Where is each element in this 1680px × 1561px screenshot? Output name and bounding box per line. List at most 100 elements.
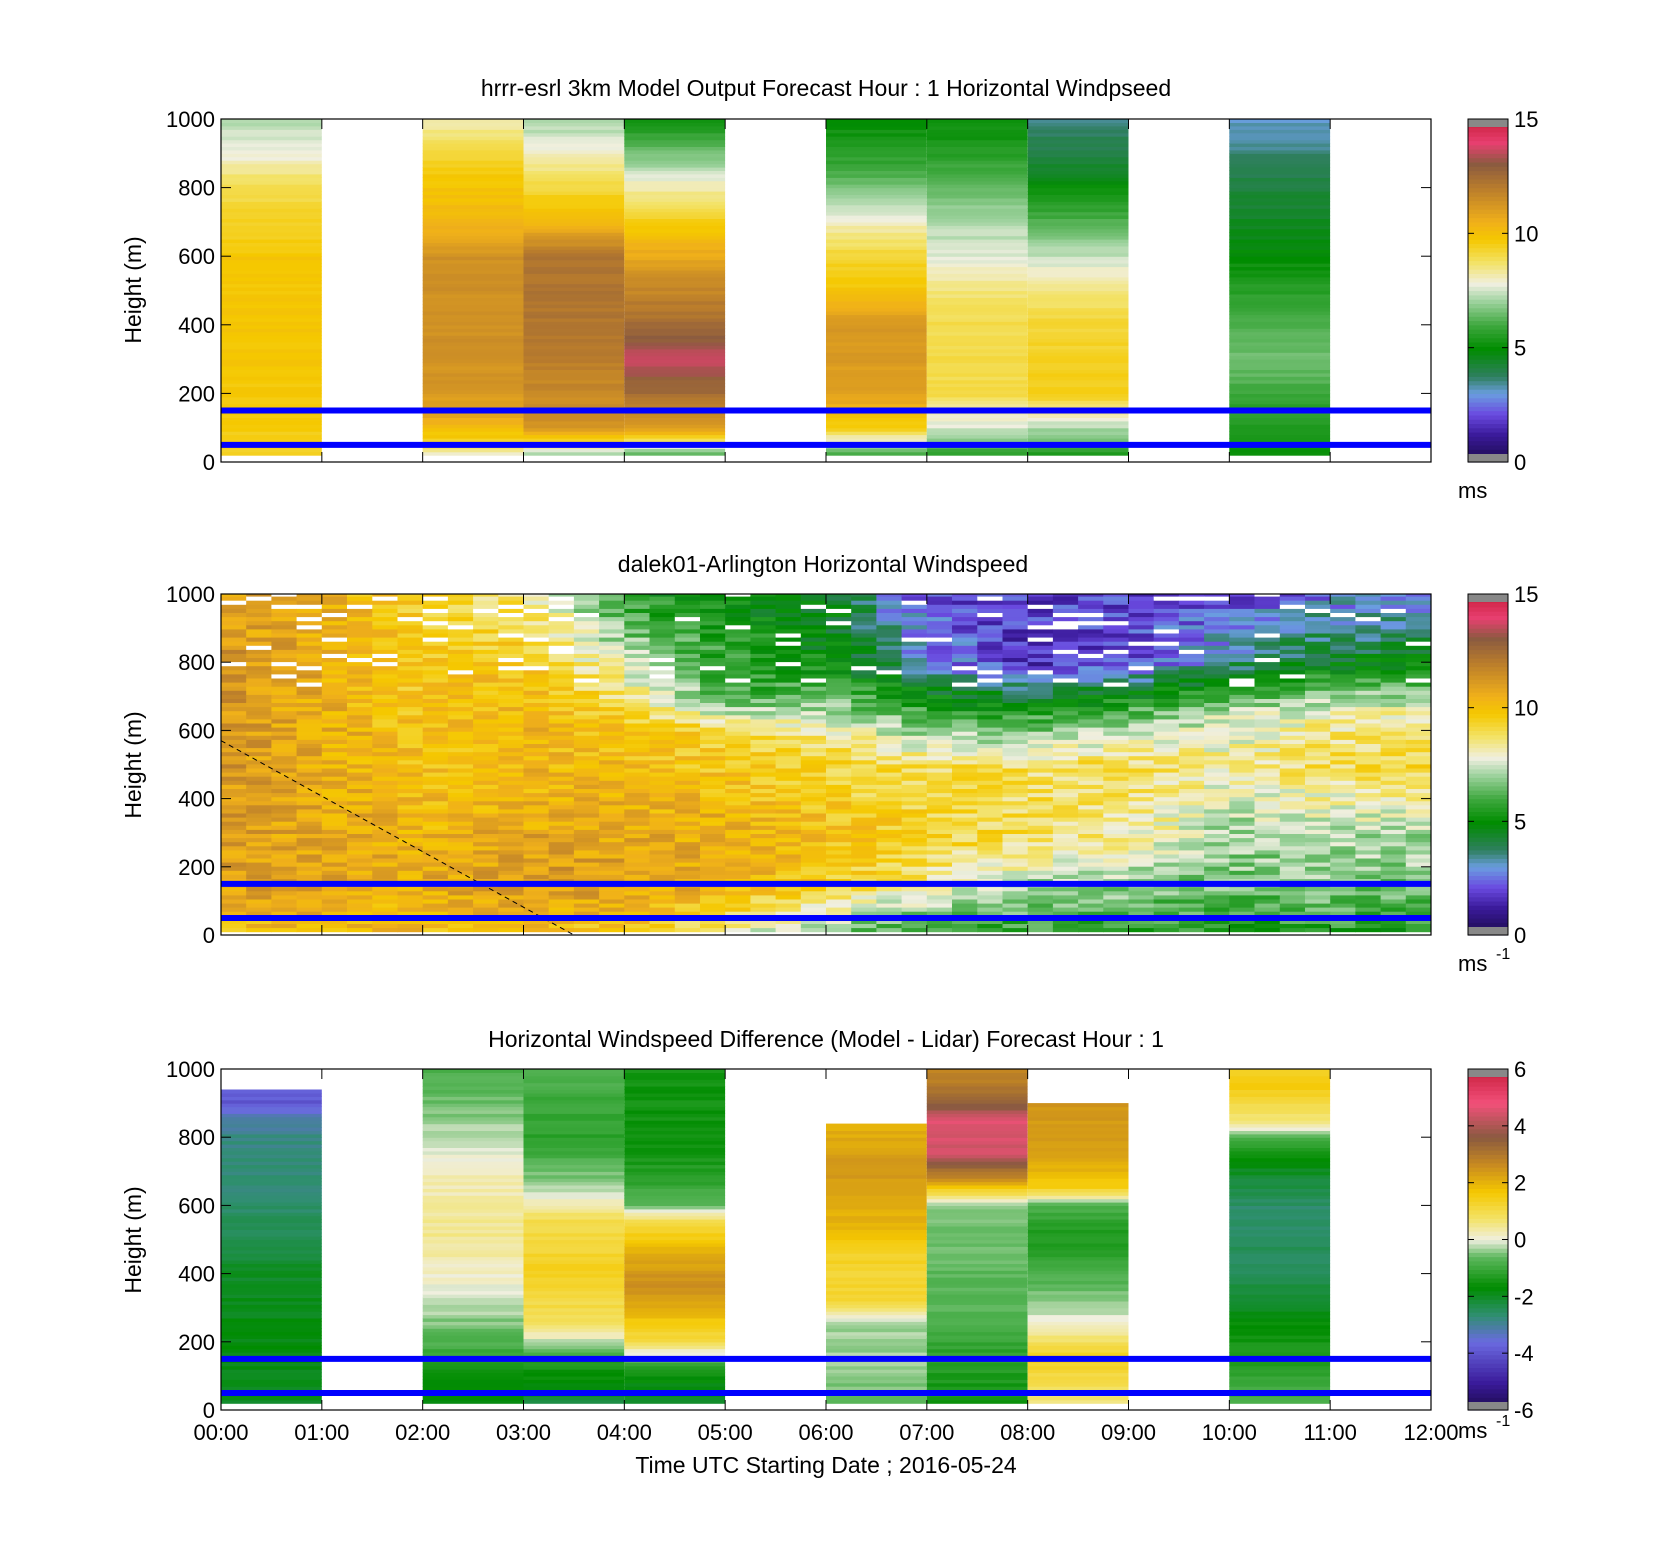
heatmap-cell	[1103, 833, 1130, 839]
heatmap-cell	[800, 751, 827, 757]
heatmap-cell	[750, 804, 777, 810]
heatmap-cell	[926, 927, 953, 933]
heatmap-cell	[523, 845, 550, 851]
heatmap-cell	[573, 653, 600, 658]
heatmap-cell	[876, 837, 903, 843]
heatmap-cell	[1254, 857, 1281, 863]
heatmap-cell	[1027, 657, 1054, 663]
heatmap-cell	[447, 833, 474, 839]
heatmap-cell	[1103, 596, 1130, 601]
heatmap-cell	[826, 874, 852, 879]
heatmap-cell	[826, 153, 927, 158]
heatmap-cell	[800, 714, 827, 720]
heatmap-cell	[826, 191, 927, 195]
heatmap-cell	[851, 759, 877, 765]
heatmap-cell	[1380, 862, 1407, 867]
heatmap-cell	[1229, 139, 1331, 144]
heatmap-cell	[624, 119, 726, 123]
heatmap-cell	[624, 403, 726, 408]
heatmap-cell	[725, 686, 751, 691]
colorbar-swatch	[1468, 393, 1508, 399]
heatmap-cell	[1128, 886, 1155, 892]
heatmap-cell	[246, 637, 272, 642]
heatmap-cell	[700, 919, 726, 924]
heatmap-cell	[826, 184, 927, 189]
heatmap-cell	[750, 841, 777, 847]
heatmap-cell	[649, 731, 676, 736]
heatmap-cell	[1103, 669, 1130, 675]
heatmap-cell	[1128, 898, 1155, 904]
heatmap-cell	[372, 727, 399, 732]
heatmap-cell	[1229, 283, 1331, 288]
heatmap-cell	[1254, 743, 1281, 749]
heatmap-cell	[422, 714, 449, 720]
heatmap-cell	[548, 817, 575, 822]
heatmap-cell	[347, 669, 373, 675]
heatmap-cell	[977, 706, 1004, 712]
heatmap-cell	[347, 727, 373, 732]
heatmap-cell	[1078, 600, 1104, 605]
heatmap-cell	[397, 862, 424, 867]
heatmap-cell	[1027, 624, 1054, 630]
heatmap-cell	[1027, 362, 1129, 367]
heatmap-cell	[674, 866, 701, 871]
heatmap-cell	[926, 780, 953, 785]
heatmap-cell	[1330, 825, 1356, 830]
heatmap-cell	[1128, 665, 1155, 671]
heatmap-cell	[826, 341, 927, 346]
heatmap-cell	[826, 849, 852, 855]
heatmap-cell	[397, 849, 424, 855]
heatmap-cell	[624, 431, 726, 436]
heatmap-cell	[548, 661, 575, 667]
heatmap-cell	[851, 616, 877, 622]
heatmap-cell	[1279, 620, 1306, 626]
heatmap-cell	[397, 620, 424, 626]
heatmap-cell	[952, 669, 978, 675]
heatmap-cell	[1380, 669, 1407, 675]
heatmap-cell	[725, 649, 751, 654]
heatmap-cell	[624, 825, 651, 830]
heatmap-cell	[624, 177, 726, 182]
heatmap-cell	[1128, 751, 1155, 757]
heatmap-cell	[447, 596, 474, 601]
heatmap-cell	[523, 153, 625, 158]
heatmap-cell	[1078, 596, 1104, 601]
heatmap-cell	[473, 751, 499, 757]
heatmap-cell	[1355, 686, 1382, 691]
heatmap-cell	[901, 763, 928, 769]
heatmap-cell	[498, 812, 525, 818]
heatmap-cell	[523, 235, 625, 240]
heatmap-cell	[1355, 919, 1382, 924]
heatmap-cell	[422, 403, 524, 408]
heatmap-cell	[1002, 604, 1029, 609]
heatmap-cell	[599, 878, 625, 884]
heatmap-cell	[321, 653, 348, 658]
heatmap-cell	[977, 907, 1004, 912]
heatmap-cell	[826, 352, 927, 357]
heatmap-cell	[1229, 686, 1256, 691]
heatmap-cell	[523, 328, 625, 333]
heatmap-cell	[826, 180, 927, 185]
heatmap-cell	[1380, 874, 1407, 879]
heatmap-cell	[422, 390, 524, 394]
heatmap-cell	[826, 923, 852, 929]
heatmap-cell	[851, 608, 877, 613]
heatmap-cell	[851, 890, 877, 896]
heatmap-cell	[1380, 772, 1407, 777]
heatmap-cell	[1002, 694, 1029, 699]
heatmap-cell	[1405, 878, 1431, 884]
heatmap-cell	[800, 620, 827, 626]
heatmap-cell	[1027, 727, 1054, 732]
heatmap-cell	[1254, 853, 1281, 859]
heatmap-cell	[1128, 804, 1155, 810]
heatmap-cell	[800, 788, 827, 794]
heatmap-cell	[1128, 702, 1155, 708]
heatmap-cell	[901, 788, 928, 794]
heatmap-cell	[1305, 845, 1331, 851]
heatmap-cell	[926, 857, 953, 863]
heatmap-cell	[901, 710, 928, 716]
heatmap-cell	[1229, 788, 1256, 794]
heatmap-cell	[1254, 780, 1281, 785]
heatmap-cell	[1078, 837, 1104, 843]
heatmap-cell	[977, 784, 1004, 789]
